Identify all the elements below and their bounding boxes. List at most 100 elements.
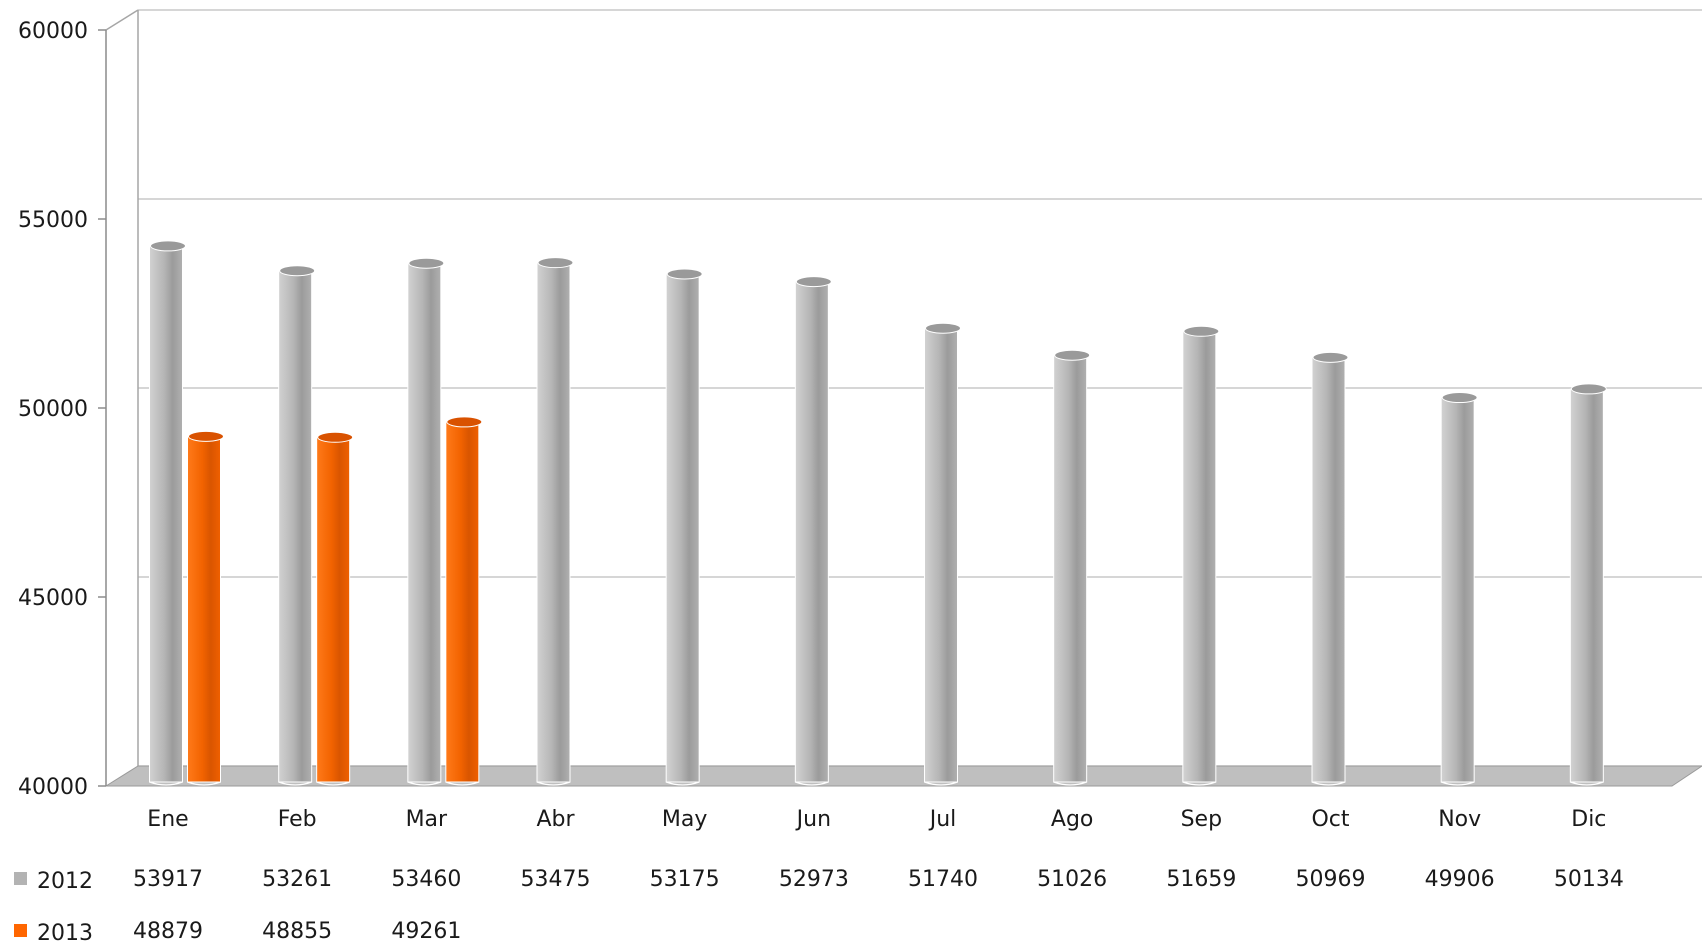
y-tick-label: 55000: [18, 208, 88, 233]
bar-2013-mar: [445, 416, 483, 786]
bar-2013-ene-base: [187, 781, 221, 786]
bar-2012-mar: [407, 257, 445, 786]
bar-2013-mar-base: [445, 781, 480, 786]
x-tick-label: Jun: [795, 807, 831, 832]
bar-2013-mar-body: [445, 421, 480, 783]
x-tick-label: Oct: [1311, 807, 1349, 832]
bar-2012-ago-cap: [1054, 349, 1091, 361]
bar-2013-feb-body: [316, 436, 351, 783]
x-tick-label: Jul: [928, 807, 957, 832]
data-table-value: 50969: [1296, 867, 1366, 892]
bar-2012-may-cap: [666, 268, 703, 280]
data-table-value: 51026: [1037, 867, 1107, 892]
legend-swatch-2012: [14, 872, 27, 885]
bar-2012-may-base: [665, 781, 700, 786]
bar-2012-ago-base: [1053, 781, 1087, 786]
x-tick-label: Ene: [147, 807, 188, 832]
bar-2012-abr-base: [536, 781, 571, 786]
data-table-value: 48879: [133, 919, 203, 944]
bar-2012-ene-base: [149, 781, 183, 786]
y-tick-label: 60000: [18, 19, 88, 44]
bar-2012-mar-cap: [408, 257, 445, 269]
bar-2012-abr-body: [536, 262, 571, 783]
bar-2012-dic-base: [1570, 781, 1604, 786]
bar-2013-feb-cap: [317, 431, 354, 443]
bar-2012-may-body: [665, 273, 700, 783]
bar-2012-jul-base: [924, 781, 958, 786]
bar-2012-jun-cap: [795, 276, 832, 288]
bar-2012-sep: [1182, 325, 1220, 786]
legend-label-2013: 2013: [37, 921, 93, 944]
bar-2012-feb-body: [278, 270, 313, 783]
data-table-value: 49261: [391, 919, 461, 944]
data-table-value: 52973: [779, 867, 849, 892]
bar-2012-oct-base: [1311, 781, 1346, 786]
bar-2012-abr-cap: [537, 257, 574, 269]
bar-2012-feb-cap: [279, 265, 316, 277]
bar-2012-jun-base: [795, 781, 829, 786]
bar-2013-mar-cap: [446, 416, 483, 428]
bar-2012-abr: [536, 257, 574, 786]
y-tick-label: 40000: [18, 775, 88, 800]
bar-2012-dic-cap: [1570, 383, 1607, 395]
bar-2012-jul: [924, 322, 961, 786]
legend-swatch-2013: [14, 924, 27, 937]
bar-2012-ene: [149, 240, 186, 786]
bar-2012-jun-body: [794, 281, 829, 783]
side-wall-top-edge: [105, 9, 139, 31]
bar-2012-oct-cap: [1312, 351, 1349, 363]
bar-2013-ene: [187, 430, 224, 786]
chart-floor: [104, 765, 1702, 787]
data-table-value: 49906: [1425, 867, 1495, 892]
x-tick-label: Nov: [1438, 807, 1481, 832]
bar-2012-may: [665, 268, 703, 786]
bar-2013-ene-body: [187, 435, 221, 783]
bar-2012-mar-body: [407, 262, 442, 783]
data-table-value: 53460: [391, 867, 461, 892]
y-tick-label: 50000: [18, 397, 88, 422]
x-tick-label: Feb: [278, 807, 317, 832]
bar-2013-feb-base: [316, 781, 350, 786]
floor-surface: [104, 765, 1702, 787]
x-tick-label: Dic: [1571, 807, 1606, 832]
bar-2012-jun: [794, 276, 832, 786]
bar-2013-feb: [316, 431, 354, 786]
bars: [149, 240, 1607, 786]
data-table-value: 53175: [650, 867, 720, 892]
bar-2012-jul-cap: [925, 322, 961, 334]
data-table-value: 53475: [521, 867, 591, 892]
x-tick-label: May: [662, 807, 707, 832]
bar-2012-oct-body: [1311, 356, 1346, 783]
bar-2012-jul-body: [924, 327, 958, 783]
bar-2012-sep-cap: [1183, 325, 1220, 337]
bar-2012-ene-cap: [150, 240, 186, 252]
x-tick-label: Ago: [1051, 807, 1093, 832]
bar-2012-ago: [1053, 349, 1091, 786]
bar-2012-sep-base: [1182, 781, 1217, 786]
bar-2012-dic-body: [1569, 388, 1604, 783]
data-table: 2012 53917 53261 53460 53475 53175 52973 51740 5…: [14, 867, 1624, 946]
bar-2012-ene-body: [149, 245, 183, 783]
data-table-value: 51740: [908, 867, 978, 892]
data-table-value: 50134: [1554, 867, 1624, 892]
bar-2012-nov-cap: [1441, 392, 1478, 404]
y-axis: 40000 45000 50000 55000 60000: [18, 19, 107, 800]
bar-2013-ene-cap: [188, 430, 224, 442]
bar-2012-ago-body: [1053, 354, 1088, 783]
bar-2012-dic: [1569, 383, 1607, 786]
bar-2012-feb: [278, 265, 316, 786]
bar-2012-feb-base: [278, 781, 312, 786]
bar-2012-nov: [1440, 392, 1478, 786]
legend-label-2012: 2012: [37, 869, 93, 894]
x-tick-label: Abr: [536, 807, 575, 832]
bar-2012-mar-base: [407, 781, 442, 786]
bar-2012-sep-body: [1182, 330, 1217, 783]
data-table-value: 48855: [262, 919, 332, 944]
x-tick-label: Mar: [406, 807, 448, 832]
bar-2012-nov-base: [1440, 781, 1475, 786]
data-table-value: 51659: [1166, 867, 1236, 892]
bar-2012-oct: [1311, 351, 1349, 786]
y-tick-label: 45000: [18, 586, 88, 611]
